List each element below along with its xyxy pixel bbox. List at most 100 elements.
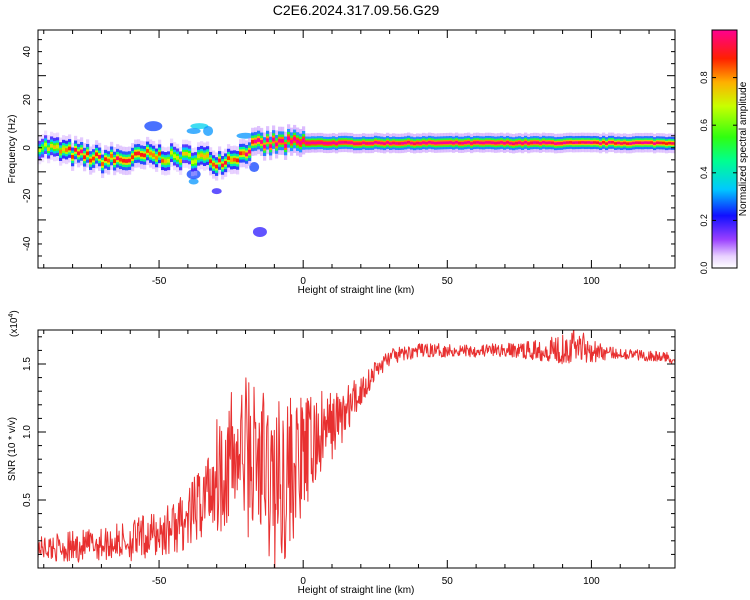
spectrogram-cell xyxy=(224,160,228,165)
spectrogram-cell xyxy=(647,141,651,144)
spectrogram-cell xyxy=(614,142,618,145)
spectrogram-cell xyxy=(542,141,546,144)
spectrogram-cell xyxy=(581,141,585,144)
spectrogram-cell xyxy=(311,141,315,145)
spectrogram-panel: -50 0 50 100 -40 -20 0 20 40 Height of straight … xyxy=(7,29,676,296)
spectrogram-cell xyxy=(152,153,156,157)
colorbar-frame xyxy=(711,29,738,269)
spectrogram-cell xyxy=(422,141,426,144)
spectrogram-cell xyxy=(425,141,429,145)
spectrogram-cell xyxy=(170,150,174,155)
spectrogram-cell xyxy=(149,151,153,156)
spectrogram-cell xyxy=(257,138,261,142)
spectrogram-cell xyxy=(344,141,348,144)
spectrogram-cell xyxy=(347,141,351,144)
spectrogram-blob xyxy=(252,226,267,237)
spectrogram-cell xyxy=(281,138,285,143)
spectrogram-cell xyxy=(263,144,267,149)
spectrogram-cell xyxy=(83,155,87,160)
spectrogram-cell xyxy=(314,141,318,145)
spectrogram-cell xyxy=(617,141,621,145)
spectrogram-cell xyxy=(668,141,672,145)
spectrogram-cell xyxy=(209,159,213,164)
spectrogram-cell xyxy=(341,141,345,144)
y-tick-label: 1.0 xyxy=(22,425,33,439)
spectrogram-cell xyxy=(479,141,483,145)
spectrogram-cell xyxy=(593,141,597,144)
spectrogram-cell xyxy=(74,148,78,152)
spectrogram-cell xyxy=(326,142,330,145)
spectrogram-cell xyxy=(590,141,594,144)
spectrogram-blob xyxy=(186,127,201,134)
spectrogram-cell xyxy=(641,141,645,145)
spectrogram-cell xyxy=(443,141,447,145)
spectrogram-cell xyxy=(665,142,669,145)
spectrogram-cell xyxy=(200,153,204,158)
spectrogram-cell xyxy=(206,153,210,158)
spectrogram-cell xyxy=(428,141,432,144)
x-tick-label: 100 xyxy=(583,276,600,287)
spectrogram-cell xyxy=(503,141,507,145)
spectrogram-cell xyxy=(350,141,354,144)
spectrogram-cell xyxy=(446,141,450,144)
spectrogram-cell xyxy=(179,159,183,163)
spectrogram-cell xyxy=(470,142,474,145)
spectrogram-cell xyxy=(290,139,294,144)
spectrogram-cell xyxy=(662,141,666,145)
spectrogram-cell xyxy=(455,141,459,144)
x-tick-label: 50 xyxy=(442,276,454,287)
spectrogram-cell xyxy=(80,149,84,154)
spectrogram-cell xyxy=(521,142,525,145)
spectrogram-cell xyxy=(329,141,333,145)
x-tick-label: 0 xyxy=(300,576,306,587)
spectrogram-cell xyxy=(407,140,411,144)
colorbar-ticks: 0.0 0.2 0.4 0.6 0.8 xyxy=(699,71,737,274)
spectrogram-cell xyxy=(401,142,405,145)
spectrogram-cell xyxy=(197,154,201,159)
spectrogram-cell xyxy=(452,141,456,145)
spectrogram-cell xyxy=(293,137,297,141)
spectrogram-cell xyxy=(92,156,96,161)
snr-ticks: -50 0 50 100 0.5 1.0 1.5 xyxy=(22,330,675,587)
spectrogram-blob xyxy=(249,162,260,173)
spectrogram-cell xyxy=(368,142,372,145)
spectrogram-cell xyxy=(572,141,576,145)
spectrogram-cell xyxy=(125,159,129,163)
spectrogram-cell xyxy=(365,142,369,145)
spectrogram-cell xyxy=(374,140,378,144)
spectrogram-cell xyxy=(608,141,612,144)
spectrogram-cell xyxy=(266,138,270,143)
spectrogram-cell xyxy=(530,141,534,145)
spectrogram-cell xyxy=(191,160,195,164)
colorbar-tick-label: 0.2 xyxy=(699,214,709,227)
spectrogram-cell xyxy=(287,136,291,141)
spectrogram-cell xyxy=(89,158,93,163)
spectrogram-cell xyxy=(77,151,81,156)
spectrogram-cell xyxy=(233,157,237,162)
spectrogram-cell xyxy=(113,159,117,163)
spectrogram-cell xyxy=(473,141,477,144)
spectrogram-cell xyxy=(584,141,588,144)
spectrogram-cell xyxy=(437,141,441,145)
spectrogram-cell xyxy=(260,140,264,144)
spectrogram-cell xyxy=(140,152,144,157)
spectrogram-cell xyxy=(413,142,417,146)
spectrogram-cell xyxy=(65,148,69,152)
y-tick-label: -20 xyxy=(22,188,33,203)
spectrogram-cell xyxy=(53,145,57,150)
colorbar-tick-label: 0.8 xyxy=(699,71,709,84)
snr-x-axis-label: Height of straight line (km) xyxy=(298,585,415,596)
spectrogram-cell xyxy=(545,141,549,145)
x-tick-label: -50 xyxy=(152,576,167,587)
spectrogram-cell xyxy=(536,141,540,144)
spectrogram-cell xyxy=(176,155,180,160)
spectrogram-cell xyxy=(482,141,486,145)
spectrogram-cell xyxy=(236,158,240,163)
spectrogram-cell xyxy=(119,157,123,162)
spectrogram-cell xyxy=(467,141,471,144)
spectrogram-cell xyxy=(386,141,390,144)
snr-frame xyxy=(37,329,676,569)
spectrogram-cell xyxy=(566,141,570,144)
spectrogram-blob xyxy=(190,123,209,130)
spectrogram-cell xyxy=(122,158,126,163)
